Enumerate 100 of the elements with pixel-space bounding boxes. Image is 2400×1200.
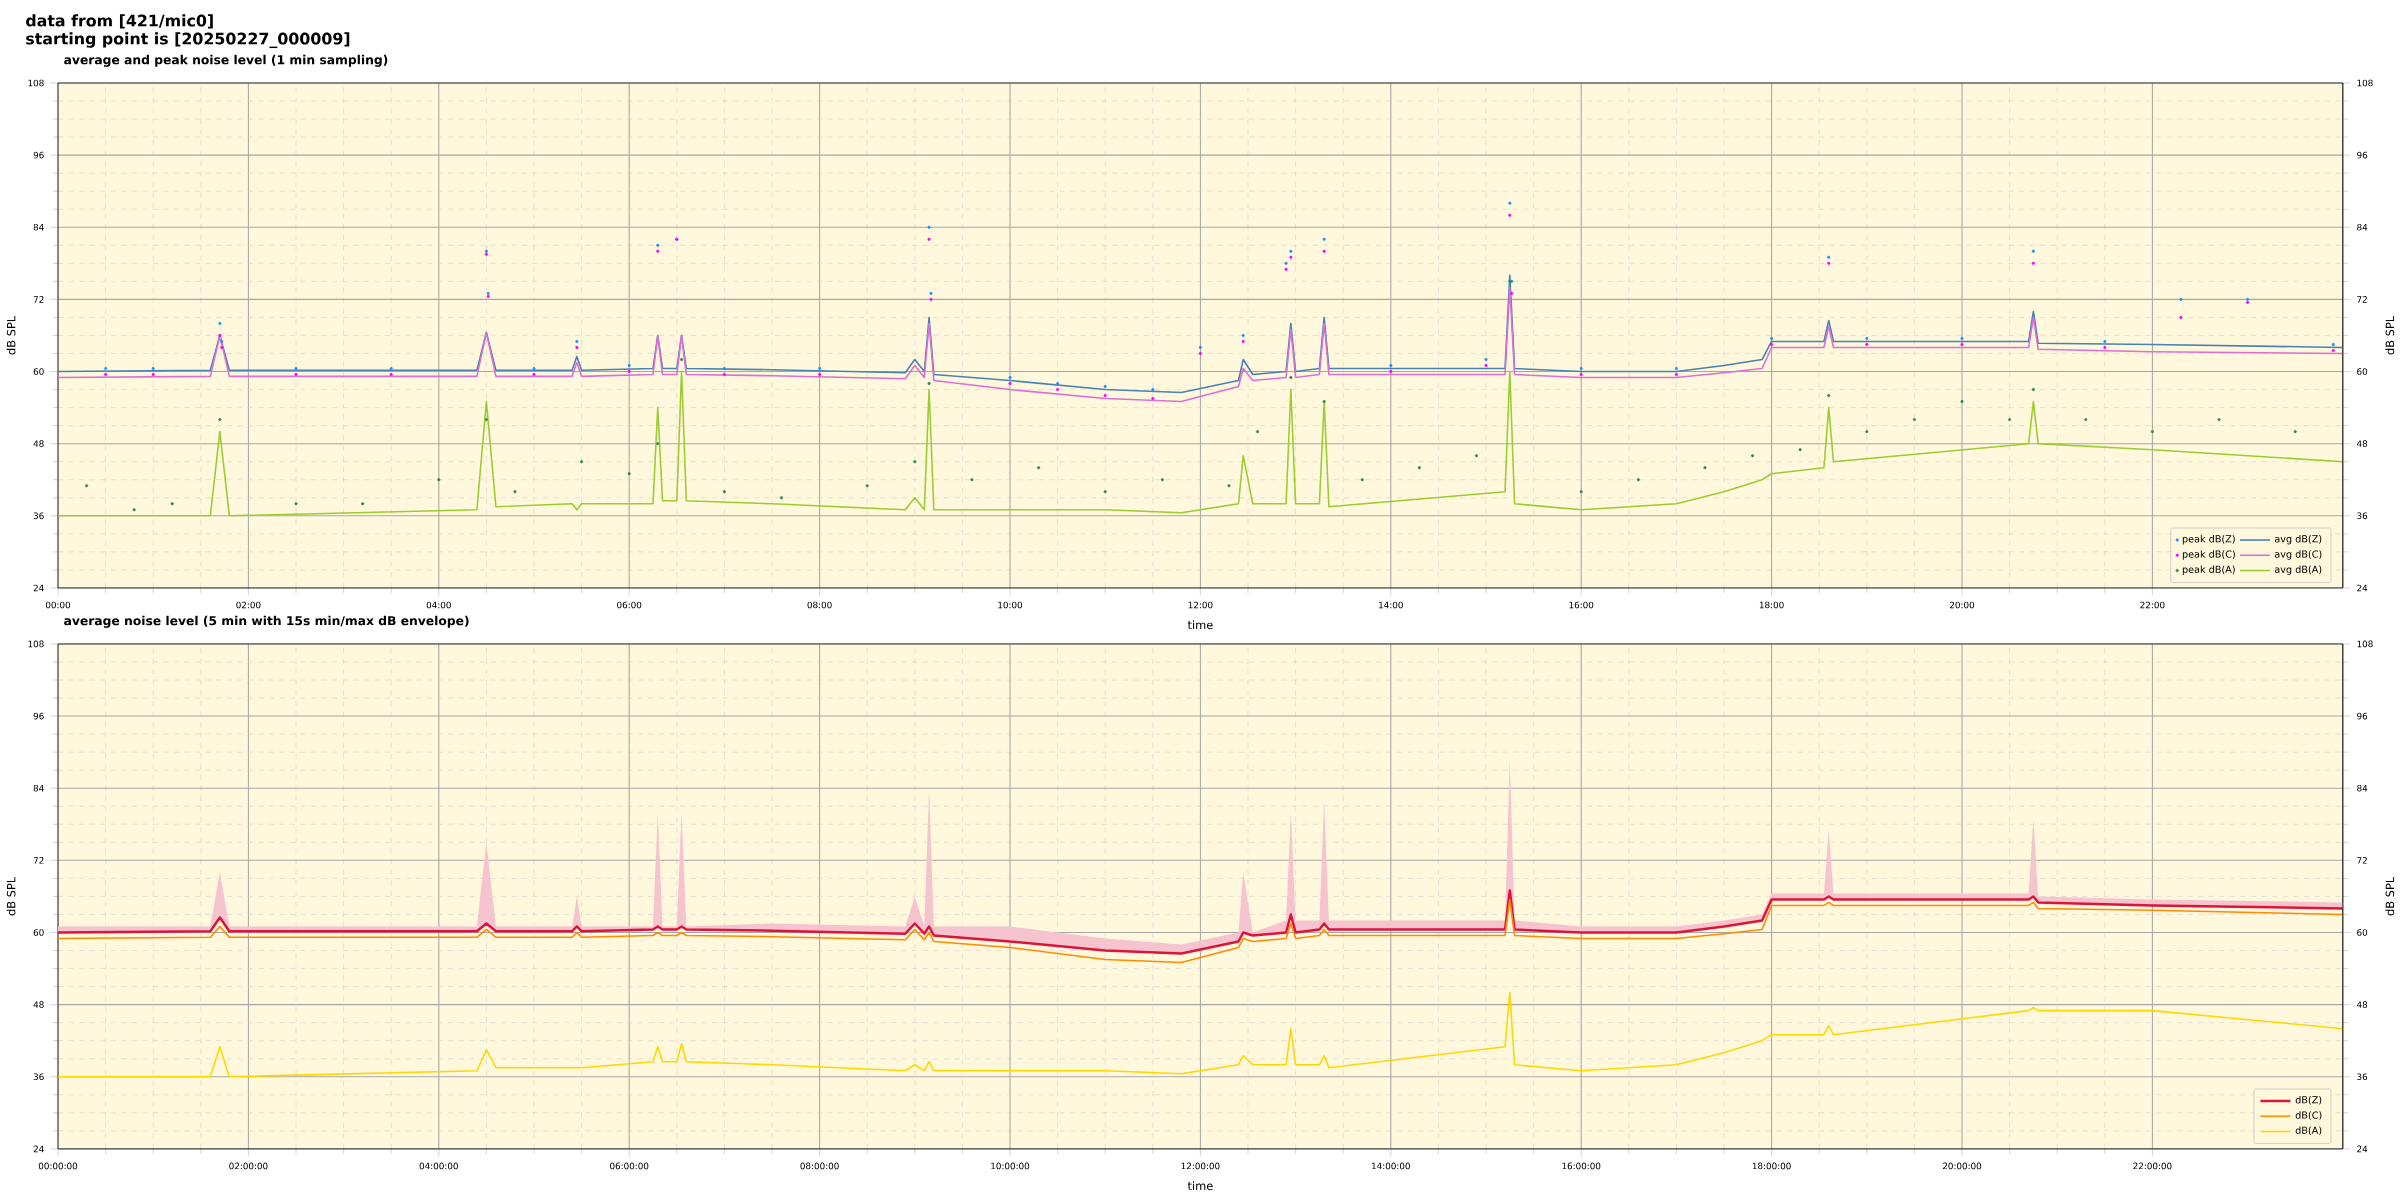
point bbox=[970, 478, 974, 482]
point bbox=[1322, 400, 1326, 404]
legend-label: avg dB(C) bbox=[2274, 550, 2322, 560]
y-tick-label: 108 bbox=[28, 79, 44, 87]
point bbox=[929, 297, 933, 302]
point bbox=[2179, 297, 2183, 302]
point bbox=[1579, 366, 1583, 371]
point bbox=[532, 366, 536, 371]
x-tick-label: 08:00 bbox=[807, 601, 832, 609]
point bbox=[1484, 357, 1488, 362]
y2-tick-label: 72 bbox=[2357, 857, 2367, 864]
point bbox=[294, 366, 298, 371]
x-tick-label: 04:00:00 bbox=[419, 1162, 458, 1170]
y-tick-label: 36 bbox=[33, 512, 44, 520]
point bbox=[1360, 478, 1364, 482]
y-tick-label: 72 bbox=[33, 857, 44, 864]
y2-tick-label: 96 bbox=[2357, 151, 2368, 159]
x-tick-label: 00:00 bbox=[45, 601, 71, 609]
point bbox=[1322, 237, 1326, 241]
y2-tick-label: 96 bbox=[2357, 712, 2368, 720]
x-tick-label: 20:00 bbox=[1949, 601, 1975, 609]
point bbox=[1389, 363, 1393, 368]
point bbox=[1056, 382, 1060, 386]
x-tick-label: 00:00:00 bbox=[38, 1162, 78, 1170]
legend-label: dB(Z) bbox=[2295, 1096, 2322, 1105]
y-tick-label: 60 bbox=[33, 929, 44, 936]
point bbox=[1103, 385, 1107, 389]
point bbox=[929, 291, 933, 295]
y2-tick-label: 24 bbox=[2357, 584, 2368, 592]
point bbox=[218, 321, 222, 326]
y2-tick-label: 84 bbox=[2357, 784, 2368, 792]
point bbox=[1008, 382, 1012, 386]
point bbox=[865, 484, 869, 488]
line-series bbox=[58, 889, 2343, 955]
point bbox=[151, 366, 155, 371]
y2-tick-label: 36 bbox=[2357, 512, 2368, 520]
point bbox=[2031, 261, 2035, 265]
point bbox=[1151, 397, 1155, 401]
point bbox=[1827, 255, 1831, 259]
y-axis-title: dB SPL bbox=[6, 315, 16, 355]
x-tick-label: 18:00 bbox=[1759, 601, 1784, 609]
point bbox=[927, 382, 931, 386]
y2-tick-label: 108 bbox=[2357, 640, 2373, 648]
point bbox=[656, 442, 660, 446]
point bbox=[1151, 388, 1155, 392]
point bbox=[220, 339, 224, 344]
point bbox=[532, 373, 536, 377]
point bbox=[1103, 394, 1107, 398]
point bbox=[1484, 363, 1488, 368]
x-tick-label: 16:00:00 bbox=[1562, 1162, 1601, 1170]
point bbox=[1827, 394, 1831, 398]
x-tick-label: 16:00 bbox=[1569, 601, 1594, 609]
point bbox=[486, 294, 490, 299]
point bbox=[2103, 339, 2107, 344]
point bbox=[1008, 376, 1012, 380]
point bbox=[1510, 291, 1514, 295]
point bbox=[1674, 373, 1678, 377]
point bbox=[1579, 373, 1583, 377]
point bbox=[2217, 418, 2221, 422]
point bbox=[104, 373, 108, 377]
y2-axis-title: dB SPL bbox=[2385, 315, 2395, 355]
chart-title: average noise level (5 min with 15s min/max dB envelope) bbox=[64, 615, 469, 628]
point bbox=[1508, 213, 1512, 217]
point bbox=[656, 249, 660, 253]
point bbox=[1508, 201, 1512, 205]
point bbox=[627, 369, 631, 374]
point bbox=[927, 237, 931, 241]
legend-label: peak dB(Z) bbox=[2182, 535, 2235, 545]
x-tick-label: 02:00 bbox=[236, 601, 261, 609]
point bbox=[513, 490, 517, 494]
y-tick-label: 24 bbox=[33, 584, 44, 592]
legend-label: peak dB(A) bbox=[2182, 565, 2235, 575]
point bbox=[1241, 339, 1245, 344]
x-tick-label: 10:00 bbox=[998, 601, 1023, 609]
point bbox=[104, 366, 108, 371]
point bbox=[2331, 342, 2335, 347]
point bbox=[2031, 249, 2035, 253]
legend-label: peak dB(C) bbox=[2182, 550, 2235, 560]
y2-tick-label: 84 bbox=[2357, 223, 2368, 231]
point bbox=[1227, 484, 1231, 488]
point bbox=[1289, 249, 1293, 253]
y2-tick-label: 48 bbox=[2356, 1001, 2368, 1009]
point bbox=[1865, 342, 1869, 347]
point bbox=[218, 418, 222, 422]
point bbox=[218, 333, 222, 338]
y2-axis-title: dB SPL bbox=[2385, 876, 2395, 916]
y2-tick-label: 48 bbox=[2356, 440, 2368, 448]
x-tick-label: 08:00:00 bbox=[800, 1162, 839, 1170]
x-tick-label: 04:00 bbox=[426, 601, 451, 609]
point bbox=[1750, 454, 1755, 458]
point bbox=[2103, 345, 2107, 350]
point bbox=[818, 366, 822, 371]
point bbox=[1579, 490, 1583, 494]
text: starting point is [20250227_000009] bbox=[26, 32, 350, 49]
point bbox=[722, 490, 726, 494]
y2-tick-label: 72 bbox=[2357, 296, 2367, 303]
point bbox=[2084, 418, 2088, 422]
y2-tick-label: 108 bbox=[2357, 79, 2373, 87]
point bbox=[2331, 348, 2335, 353]
point bbox=[2031, 388, 2035, 392]
